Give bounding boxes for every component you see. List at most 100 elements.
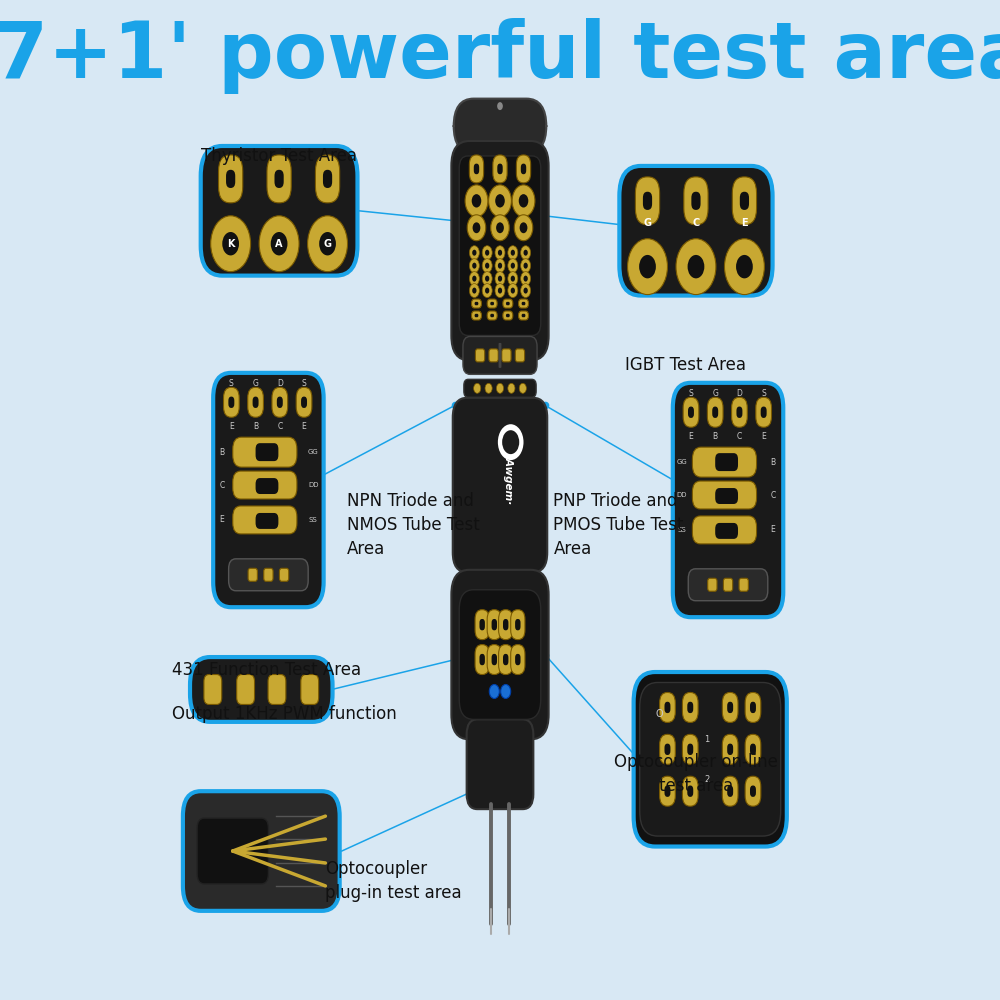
Circle shape xyxy=(524,276,528,282)
FancyBboxPatch shape xyxy=(688,569,768,601)
FancyBboxPatch shape xyxy=(459,590,541,719)
FancyBboxPatch shape xyxy=(475,610,489,640)
FancyBboxPatch shape xyxy=(727,744,733,755)
FancyBboxPatch shape xyxy=(761,407,767,418)
Circle shape xyxy=(736,255,753,278)
FancyBboxPatch shape xyxy=(183,791,340,911)
Circle shape xyxy=(495,284,505,298)
Text: 2: 2 xyxy=(704,775,709,784)
FancyBboxPatch shape xyxy=(502,349,511,362)
Text: E: E xyxy=(302,422,306,431)
Circle shape xyxy=(508,259,518,273)
FancyBboxPatch shape xyxy=(301,397,307,408)
Text: DD: DD xyxy=(308,482,319,488)
FancyBboxPatch shape xyxy=(469,155,484,183)
Circle shape xyxy=(511,250,515,256)
Text: A: A xyxy=(275,239,283,249)
Text: SS: SS xyxy=(309,517,318,523)
FancyBboxPatch shape xyxy=(506,314,510,317)
FancyBboxPatch shape xyxy=(197,818,268,884)
FancyBboxPatch shape xyxy=(687,786,693,797)
FancyBboxPatch shape xyxy=(745,734,761,764)
Text: DD: DD xyxy=(676,492,687,498)
Circle shape xyxy=(524,263,528,269)
Circle shape xyxy=(519,194,528,208)
Text: B: B xyxy=(713,432,718,441)
FancyBboxPatch shape xyxy=(201,146,357,276)
Circle shape xyxy=(472,194,481,208)
FancyBboxPatch shape xyxy=(475,645,489,675)
Circle shape xyxy=(469,272,479,286)
FancyBboxPatch shape xyxy=(732,397,747,427)
FancyBboxPatch shape xyxy=(248,568,257,581)
Circle shape xyxy=(498,424,524,460)
FancyBboxPatch shape xyxy=(264,568,273,581)
Circle shape xyxy=(520,222,527,233)
Circle shape xyxy=(465,185,488,217)
Circle shape xyxy=(485,250,489,256)
FancyBboxPatch shape xyxy=(682,734,698,764)
Circle shape xyxy=(511,288,515,294)
FancyBboxPatch shape xyxy=(660,734,675,764)
FancyBboxPatch shape xyxy=(296,387,312,417)
FancyBboxPatch shape xyxy=(664,702,670,713)
FancyBboxPatch shape xyxy=(511,645,525,675)
Circle shape xyxy=(501,684,511,698)
FancyBboxPatch shape xyxy=(745,776,761,806)
FancyBboxPatch shape xyxy=(213,373,324,607)
Circle shape xyxy=(688,255,704,278)
Text: G: G xyxy=(324,239,332,249)
Text: C: C xyxy=(692,218,700,228)
Circle shape xyxy=(498,276,502,282)
FancyBboxPatch shape xyxy=(453,398,547,572)
FancyBboxPatch shape xyxy=(190,657,333,722)
Text: G: G xyxy=(644,218,652,228)
Text: E: E xyxy=(220,515,224,524)
Text: GG: GG xyxy=(308,449,319,455)
FancyBboxPatch shape xyxy=(692,447,757,477)
FancyBboxPatch shape xyxy=(233,437,297,467)
FancyBboxPatch shape xyxy=(643,192,652,210)
Circle shape xyxy=(472,263,476,269)
FancyBboxPatch shape xyxy=(511,610,525,640)
FancyBboxPatch shape xyxy=(750,702,756,713)
Circle shape xyxy=(469,284,479,298)
FancyBboxPatch shape xyxy=(722,692,738,722)
FancyBboxPatch shape xyxy=(279,568,289,581)
Circle shape xyxy=(498,263,502,269)
Circle shape xyxy=(639,255,656,278)
Circle shape xyxy=(676,239,716,295)
FancyBboxPatch shape xyxy=(750,786,756,797)
Text: Thyristor Test Area: Thyristor Test Area xyxy=(201,147,357,165)
Text: B: B xyxy=(220,448,225,457)
FancyBboxPatch shape xyxy=(204,675,222,704)
FancyBboxPatch shape xyxy=(256,513,278,529)
FancyBboxPatch shape xyxy=(522,302,525,305)
FancyBboxPatch shape xyxy=(506,302,510,305)
FancyBboxPatch shape xyxy=(712,407,718,418)
Circle shape xyxy=(485,276,489,282)
FancyBboxPatch shape xyxy=(323,170,332,188)
Circle shape xyxy=(519,383,526,393)
FancyBboxPatch shape xyxy=(467,719,533,809)
FancyBboxPatch shape xyxy=(634,672,787,847)
FancyBboxPatch shape xyxy=(682,776,698,806)
Circle shape xyxy=(482,284,492,298)
Text: C: C xyxy=(770,491,776,500)
FancyBboxPatch shape xyxy=(492,654,497,665)
FancyBboxPatch shape xyxy=(479,654,485,665)
Text: S: S xyxy=(229,379,234,388)
Circle shape xyxy=(211,216,251,272)
FancyBboxPatch shape xyxy=(723,578,733,591)
Circle shape xyxy=(512,185,535,217)
Circle shape xyxy=(482,272,492,286)
Circle shape xyxy=(472,288,476,294)
Circle shape xyxy=(514,215,533,241)
FancyBboxPatch shape xyxy=(739,578,748,591)
Circle shape xyxy=(472,250,476,256)
Circle shape xyxy=(511,263,515,269)
FancyBboxPatch shape xyxy=(715,523,738,539)
Circle shape xyxy=(524,288,528,294)
FancyBboxPatch shape xyxy=(688,407,694,418)
FancyBboxPatch shape xyxy=(451,141,549,360)
